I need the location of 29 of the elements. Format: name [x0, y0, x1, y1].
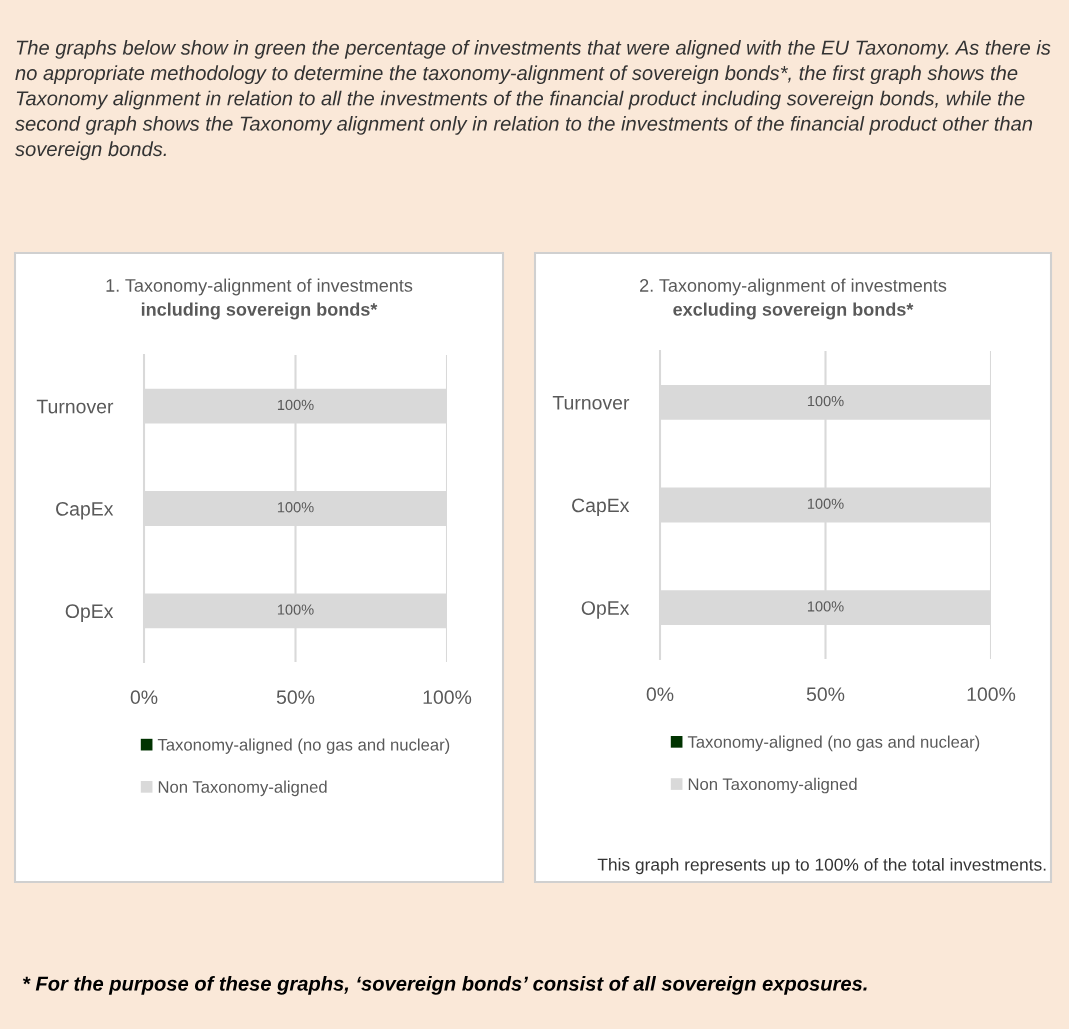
- data-label: 100%: [277, 502, 314, 513]
- chart-subtitle: including sovereign bonds*: [141, 302, 378, 320]
- text: This graph represents up to 100% of the total investments.: [597, 858, 1046, 875]
- chart-title: 2. Taxonomy-alignment of investments: [640, 278, 947, 296]
- x-tick-label: 50%: [276, 690, 315, 705]
- text: The graphs below show in green the percentage of investments that were aligned with the EU Taxonomy. As there is no appropriate methodology to determine the taxonomy-alignment of sovereign bonds*, the first graph shows the Taxonomy alignment in relation to all the investments of the financial product including sovereign bonds, while the second graph shows the Taxonomy alignment only in relation to the investments of the financial product other than sovereign bonds.: [15, 40, 1051, 161]
- data-label: 100%: [277, 604, 314, 615]
- y-tick-label: OpEx: [65, 604, 114, 622]
- y-tick-label: CapEx: [572, 498, 630, 517]
- text: * For the purpose of these graphs, ‘sovereign bonds’ consist of all sovereign exposures.: [22, 976, 867, 995]
- legend-label: Non Taxonomy-aligned: [688, 777, 857, 794]
- legend-label: Non Taxonomy-aligned: [158, 780, 327, 797]
- x-tick-label: 50%: [806, 687, 845, 702]
- legend-label: Taxonomy-aligned (no gas and nuclear): [687, 735, 980, 752]
- y-tick-label: CapEx: [56, 501, 114, 520]
- y-tick-label: Turnover: [36, 399, 114, 414]
- data-label: 100%: [807, 601, 844, 612]
- data-label: 100%: [807, 395, 844, 407]
- x-tick-label: 100%: [423, 690, 472, 705]
- data-label: 100%: [277, 399, 314, 411]
- chart-subtitle: excluding sovereign bonds*: [673, 302, 914, 320]
- data-label: 100%: [807, 498, 844, 509]
- y-tick-label: OpEx: [581, 601, 630, 619]
- y-tick-label: Turnover: [552, 396, 630, 410]
- legend-label: Taxonomy-aligned (no gas and nuclear): [157, 738, 450, 754]
- x-tick-label: 0%: [130, 690, 158, 705]
- x-tick-label: 0%: [646, 687, 674, 702]
- x-tick-label: 100%: [967, 687, 1016, 702]
- chart-title: 1. Taxonomy-alignment of investments: [106, 278, 413, 296]
